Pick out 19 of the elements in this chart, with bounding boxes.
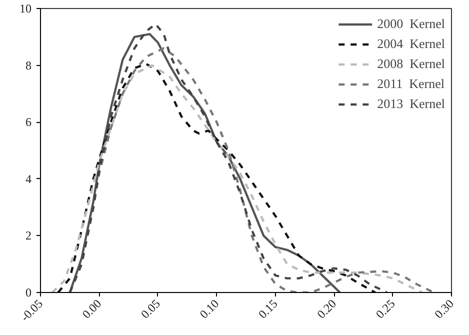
legend-label: 2013 Kernel bbox=[377, 96, 445, 112]
y-tick-label: 6 bbox=[26, 115, 32, 130]
y-tick-label: 10 bbox=[20, 2, 32, 16]
legend-label: 2011 Kernel bbox=[377, 76, 445, 92]
line-series bbox=[68, 32, 342, 292]
y-tick-label: 4 bbox=[26, 172, 32, 186]
x-tick-label: 0.30 bbox=[432, 296, 456, 322]
legend-label: 2000 Kernel bbox=[377, 16, 445, 32]
y-tick-label: 8 bbox=[26, 58, 32, 72]
y-tick-label: 2 bbox=[26, 228, 32, 243]
legend-label: 2004 Kernel bbox=[377, 36, 445, 52]
x-tick-label: 0.10 bbox=[196, 296, 222, 322]
x-tick-label: 0.05 bbox=[138, 296, 163, 322]
y-tick-label: 0 bbox=[26, 286, 32, 300]
x-tick-label: 0.15 bbox=[256, 296, 280, 322]
x-tick-label: 0.00 bbox=[79, 296, 104, 322]
x-tick-label: 0.20 bbox=[314, 296, 340, 322]
x-tick-label: 0.25 bbox=[372, 296, 398, 322]
legend-label: 2008 Kernel bbox=[377, 56, 445, 72]
